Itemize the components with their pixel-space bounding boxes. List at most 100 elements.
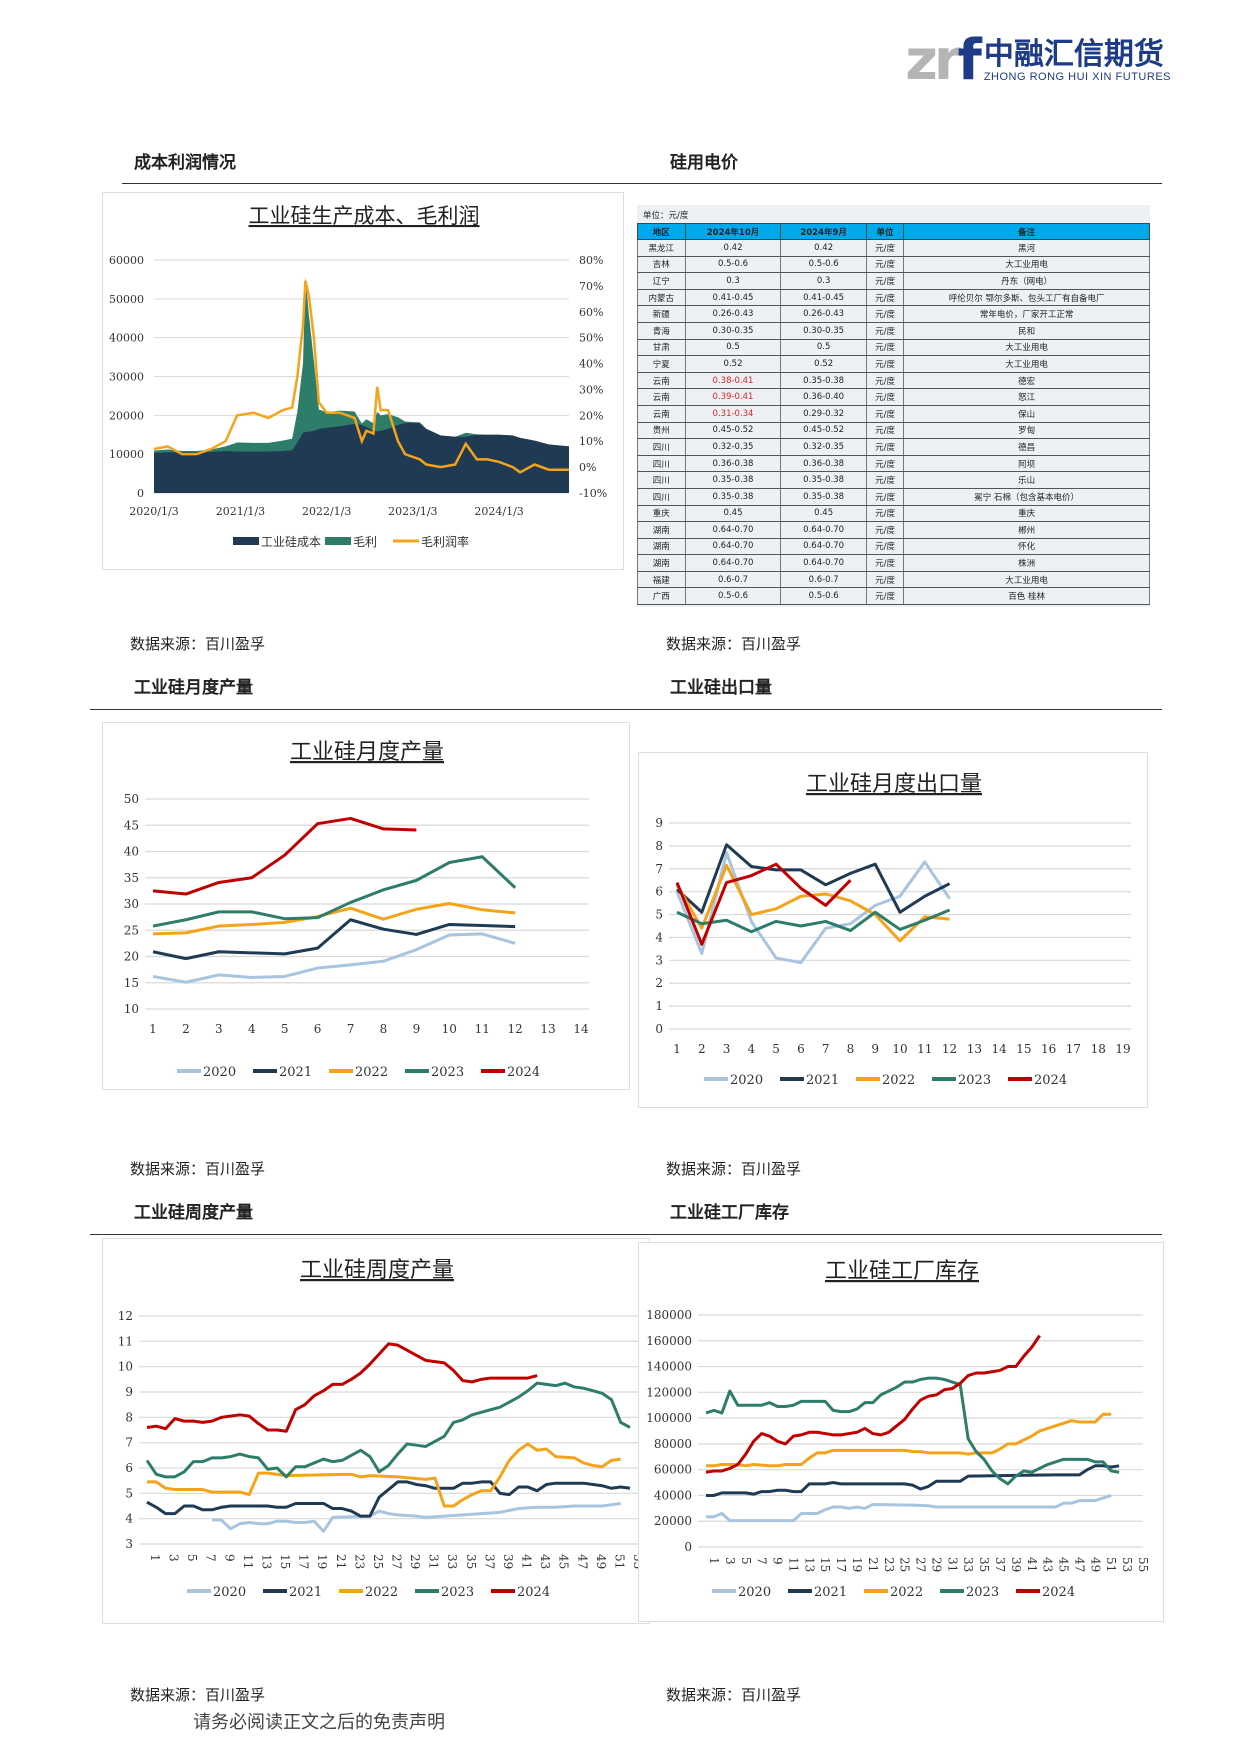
y2-tick-label: 80% [579,254,603,267]
x-tick-label: 2 [698,1042,706,1056]
table-cell: 郴州 [903,521,1150,539]
x-tick-label: 1 [707,1557,721,1565]
x-tick-label: 4 [248,1022,256,1036]
table-cell: 0.5 [780,339,867,357]
table-cell: 黑龙江 [637,239,686,257]
y-tick-label: 20000 [109,409,144,422]
x-tick-label: 41 [1025,1557,1039,1572]
x-tick-label: 5 [739,1557,753,1565]
chart-title: 工业硅月度出口量 [806,772,982,797]
x-tick-label: 43 [538,1554,552,1569]
legend-label: 2022 [890,1585,923,1600]
y-tick-label: 50 [124,792,139,806]
table-cell: 0.64-0.70 [780,554,867,572]
x-tick-label: 43 [1041,1557,1055,1572]
x-tick-label: 19 [850,1557,864,1572]
table-row: 重庆 0.45 0.45 元/度 重庆 [637,505,1150,523]
y-tick-label: 160000 [646,1334,692,1348]
y-tick-label: 10000 [109,448,144,461]
y-tick-label: 7 [655,862,663,876]
x-tick-label: 6 [314,1022,322,1036]
table-cell: 0.5-0.6 [684,256,782,274]
y-tick-label: 40 [124,845,139,859]
x-tick-label: 16 [1041,1042,1056,1056]
x-tick-label: 21 [866,1557,880,1572]
legend-label: 2023 [441,1585,474,1600]
x-tick-label: 17 [297,1554,311,1569]
x-tick-label: 14 [991,1042,1007,1056]
table-cell: 元/度 [865,438,905,456]
x-tick-label: 9 [222,1554,236,1562]
x-tick-label: 19 [1115,1042,1130,1056]
section-divider [122,183,1162,184]
y-tick-label: 2 [655,976,663,990]
x-tick-label: 45 [557,1554,571,1569]
legend-label: 2024 [1042,1585,1075,1600]
y-tick-label: 80000 [654,1437,692,1451]
table-cell: 甘肃 [637,339,686,357]
x-tick-label: 51 [1104,1557,1118,1572]
section-title-power-price: 硅用电价 [670,153,738,173]
x-tick-label: 5 [281,1022,289,1036]
series-line-2021 [152,918,516,961]
y-tick-label: 8 [125,1410,133,1424]
table-cell: 贵州 [637,422,686,440]
table-cell: 0.35-0.38 [684,471,782,489]
table-cell: 0.45-0.52 [684,422,782,440]
x-tick-label: 8 [380,1022,388,1036]
x-tick-label: 1 [673,1042,681,1056]
x-tick-label: 11 [786,1557,800,1572]
table-cell: 0.52 [780,355,867,373]
x-tick-label: 15 [278,1554,292,1569]
y-tick-label: 0 [684,1540,692,1554]
table-row: 青海 0.30-0.35 0.30-0.35 元/度 民和 [637,322,1150,340]
table-cell: 元/度 [865,471,905,489]
x-tick-label: 35 [977,1557,991,1572]
x-tick-label: 3 [723,1557,737,1565]
table-cell: 0.64-0.70 [684,554,782,572]
x-tick-label: 13 [259,1554,273,1569]
legend-label: 2021 [806,1073,839,1088]
table-cell: 元/度 [865,538,905,556]
y-tick-label: 5 [655,908,663,922]
table-cell: 百色 桂林 [903,587,1150,606]
x-tick-label: 27 [914,1557,928,1572]
table-row: 辽宁 0.3 0.3 元/度 丹东（网电） [637,272,1150,290]
x-tick-label: 31 [945,1557,959,1572]
y2-tick-label: 10% [579,435,603,448]
legend-label: 2020 [203,1065,236,1080]
section-title-monthly-output: 工业硅月度产量 [134,678,253,698]
y2-tick-label: 20% [579,409,603,422]
table-cell: 元/度 [865,505,905,523]
table-cell: 0.5-0.6 [684,587,782,606]
table-cell: 元/度 [865,422,905,440]
table-row: 湖南 0.64-0.70 0.64-0.70 元/度 怀化 [637,538,1150,556]
table-row: 新疆 0.26-0.43 0.26-0.43 元/度 常年电价，厂家开工正常 [637,305,1150,323]
table-cell: 元/度 [865,355,905,373]
column-header: 地区 [637,223,686,240]
legend-label: 2023 [958,1073,991,1088]
x-tick-label: 51 [612,1554,626,1569]
table-cell: 0.36-0.38 [684,455,782,473]
table-row: 云南 0.31-0.34 0.29-0.32 元/度 保山 [637,405,1150,423]
table-row: 四川 0.35-0.38 0.35-0.38 元/度 冕宁 石棉（包含基本电价） [637,488,1150,506]
legend-label: 2021 [279,1065,312,1080]
x-tick-label: 13 [540,1022,555,1036]
logo-en: ZHONG RONG HUI XIN FUTURES [983,70,1171,83]
x-tick-label: 29 [929,1557,943,1572]
x-tick-label: 14 [573,1022,589,1036]
series-line-2024 [152,816,417,896]
y-tick-label: 10 [118,1360,133,1374]
table-cell: 大工业用电 [903,256,1150,274]
y-tick-label: 20 [124,950,139,964]
data-source: 数据来源：百川盈孚 [130,1160,266,1178]
x-tick-label: 53 [1120,1557,1134,1572]
column-header: 2024年10月 [684,223,782,240]
x-tick-label: 31 [427,1554,441,1569]
y2-tick-label: 0% [579,461,596,474]
table-row: 四川 0.32-0.35 0.32-0.35 元/度 德昌 [637,438,1150,456]
series-line-2023 [152,855,517,928]
table-unit: 单位：元/度 [643,211,689,221]
legend-swatch [325,537,351,545]
table-row: 甘肃 0.5 0.5 元/度 大工业用电 [637,339,1150,357]
